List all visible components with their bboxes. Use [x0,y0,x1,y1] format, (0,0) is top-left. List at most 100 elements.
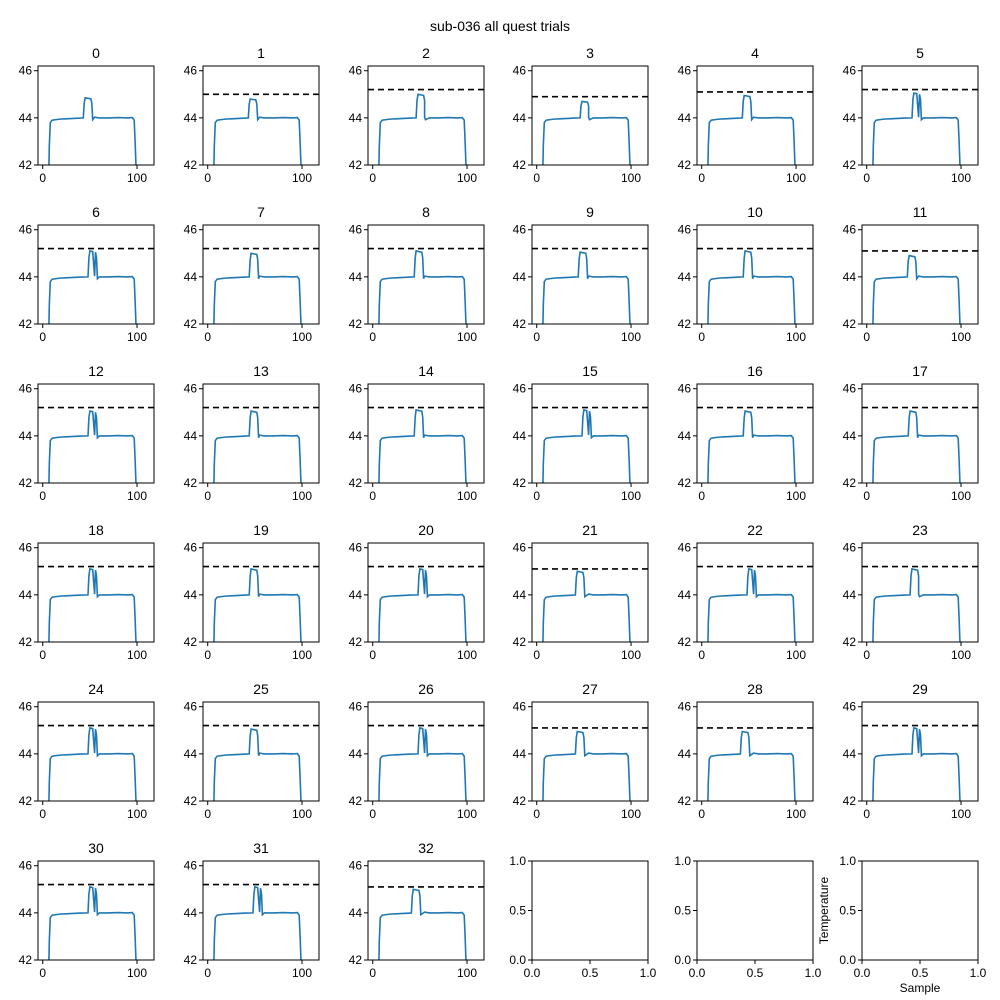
temperature-trace [707,730,796,801]
x-tick-label: 100 [786,807,806,821]
temperature-trace [872,567,961,642]
y-tick-label: 46 [678,541,692,555]
y-tick-label: 44 [184,747,198,761]
axes-frame [367,65,485,166]
axes-frame [37,860,155,961]
subplot-16: 0 100 42 44 46 16 [678,363,814,503]
subplot-31: 0 100 42 44 46 31 [184,840,320,980]
subplot-title: 20 [418,522,434,538]
x-tick-label: 0 [698,330,705,344]
x-tick-label: 100 [457,171,477,185]
axes-frame [367,224,485,325]
subplot-27: 0 100 42 44 46 27 [513,681,649,821]
subplot-title: 2 [422,45,430,61]
y-tick-label: 42 [513,794,527,808]
subplot-10: 0 100 42 44 46 10 [678,204,814,344]
x-tick-label: 0.5 [747,966,764,980]
x-tick-label: 0 [204,807,211,821]
y-tick-label: 46 [349,64,363,78]
x-tick-label: 0 [863,807,870,821]
temperature-trace [542,408,631,483]
x-tick-label: 0.5 [912,966,929,980]
y-tick-label: 42 [184,635,198,649]
y-tick-label: 44 [678,429,692,443]
y-tick-label: 44 [349,429,363,443]
subplot-title: 10 [747,204,763,220]
x-tick-label: 0 [369,330,376,344]
y-tick-label: 46 [19,700,33,714]
y-tick-label: 44 [678,270,692,284]
subplot-4: 0 100 42 44 46 4 [678,45,814,185]
y-tick-label: 46 [19,859,33,873]
y-tick-label: 42 [843,635,857,649]
temperature-trace [213,410,302,483]
subplot-title: 13 [253,363,269,379]
subplot-11: 0 100 42 44 46 11 [843,204,979,344]
y-tick-label: 44 [19,429,33,443]
subplot-title: 14 [418,363,434,379]
y-tick-label: 46 [184,859,198,873]
x-tick-label: 1.0 [970,966,987,980]
x-tick-label: 0 [698,648,705,662]
y-tick-label: 44 [349,588,363,602]
x-tick-label: 0.0 [854,966,871,980]
y-tick-label: 44 [843,270,857,284]
y-tick-label: 44 [349,111,363,125]
figure-title: sub-036 all quest trials [430,18,570,34]
axes-frame [202,701,320,802]
x-tick-label: 0 [369,966,376,980]
axes-frame [531,65,649,166]
x-tick-label: 0.0 [689,966,706,980]
y-tick-label: 0.0 [674,953,691,967]
x-tick-label: 100 [127,966,147,980]
x-tick-label: 100 [951,330,971,344]
temperature-trace [213,252,302,324]
axes-frame [367,383,485,484]
y-tick-label: 46 [843,700,857,714]
y-tick-label: 44 [349,906,363,920]
axes-frame [861,65,979,166]
subplot-29: 0 100 42 44 46 29 [843,681,979,821]
temperature-trace [378,726,467,801]
y-tick-label: 42 [513,635,527,649]
axes-frame [202,65,320,166]
y-tick-label: 46 [184,382,198,396]
x-tick-label: 100 [292,648,312,662]
y-tick-label: 0.5 [839,904,856,918]
x-tick-label: 0 [533,648,540,662]
subplot-title: 8 [422,204,430,220]
y-tick-label: 46 [513,382,527,396]
x-tick-label: 0 [39,171,46,185]
axes-frame [37,65,155,166]
subplot-title: 27 [582,681,598,697]
y-tick-label: 46 [678,382,692,396]
subplot-title: 19 [253,522,269,538]
x-tick-label: 100 [621,171,641,185]
subplot-3: 0 100 42 44 46 3 [513,45,649,185]
subplot-title: 6 [92,204,100,220]
x-tick-label: 0 [698,489,705,503]
subplot-title: 26 [418,681,434,697]
x-tick-label: 100 [951,489,971,503]
axes-frame [202,224,320,325]
x-tick-label: 100 [786,648,806,662]
x-tick-label: 100 [621,489,641,503]
x-tick-label: 100 [292,171,312,185]
temperature-trace [213,728,302,801]
y-tick-label: 44 [678,747,692,761]
y-tick-label: 0.0 [839,953,856,967]
temperature-trace [378,93,467,165]
y-tick-label: 46 [843,382,857,396]
temperature-trace [378,567,467,642]
x-tick-label: 0 [204,171,211,185]
y-tick-label: 44 [678,111,692,125]
y-tick-label: 42 [184,953,198,967]
y-tick-label: 42 [843,317,857,331]
y-tick-label: 42 [349,158,363,172]
x-tick-label: 0 [204,966,211,980]
temperature-trace [48,726,137,801]
y-tick-label: 42 [513,476,527,490]
subplot-1: 0 100 42 44 46 1 [184,45,320,185]
x-tick-label: 100 [127,807,147,821]
